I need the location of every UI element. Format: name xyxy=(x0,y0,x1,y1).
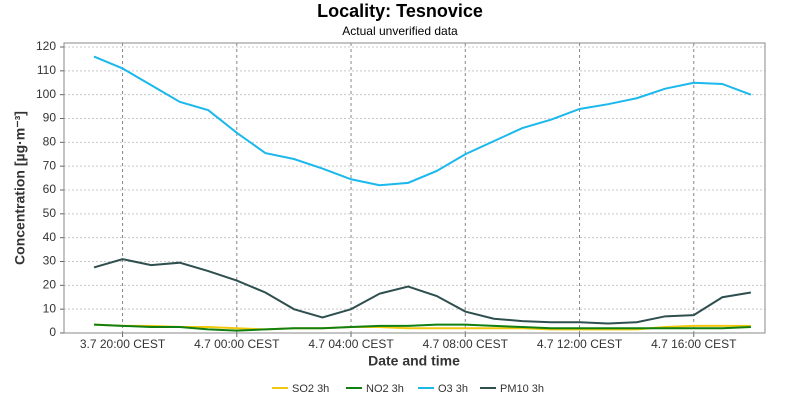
chart-subtitle: Actual unverified data xyxy=(342,24,458,38)
series-line xyxy=(93,323,751,332)
x-tick-label: 4.7 16:00 CEST xyxy=(651,337,737,351)
x-tick-label: 4.7 04:00 CEST xyxy=(308,337,394,351)
y-tick-label: 110 xyxy=(37,63,56,77)
y-tick-label: 0 xyxy=(49,325,56,339)
legend-label: SO2 3h xyxy=(292,383,329,395)
y-tick-label: 30 xyxy=(43,254,57,268)
y-tick-label: 100 xyxy=(36,87,56,101)
x-axis-title: Date and time xyxy=(368,353,460,369)
plot-border xyxy=(63,42,766,334)
x-tick-label: 4.7 08:00 CEST xyxy=(423,337,509,351)
plot-area xyxy=(64,43,765,333)
x-tick-label: 4.7 12:00 CEST xyxy=(537,337,623,351)
y-axis-title: Concentration [µg·m⁻³] xyxy=(12,111,28,265)
chart-title: Locality: Tesnovice xyxy=(317,1,483,21)
legend-label: O3 3h xyxy=(438,383,468,395)
y-tick-label: 50 xyxy=(43,206,57,220)
legend-label: PM10 3h xyxy=(500,383,544,395)
y-tick-label: 70 xyxy=(43,158,57,172)
series-line xyxy=(93,258,752,325)
y-tick-label: 60 xyxy=(43,182,57,196)
y-tick-label: 80 xyxy=(43,135,57,149)
x-tick-label: 3.7 20:00 CEST xyxy=(80,337,166,351)
series-line xyxy=(93,55,752,187)
y-tick-label: 20 xyxy=(43,278,57,292)
y-tick-label: 40 xyxy=(43,230,57,244)
y-tick-label: 120 xyxy=(36,39,56,53)
y-tick-label: 10 xyxy=(43,301,57,315)
y-tick-label: 90 xyxy=(43,111,57,125)
x-tick-label: 4.7 00:00 CEST xyxy=(194,337,280,351)
legend-label: NO2 3h xyxy=(366,383,404,395)
